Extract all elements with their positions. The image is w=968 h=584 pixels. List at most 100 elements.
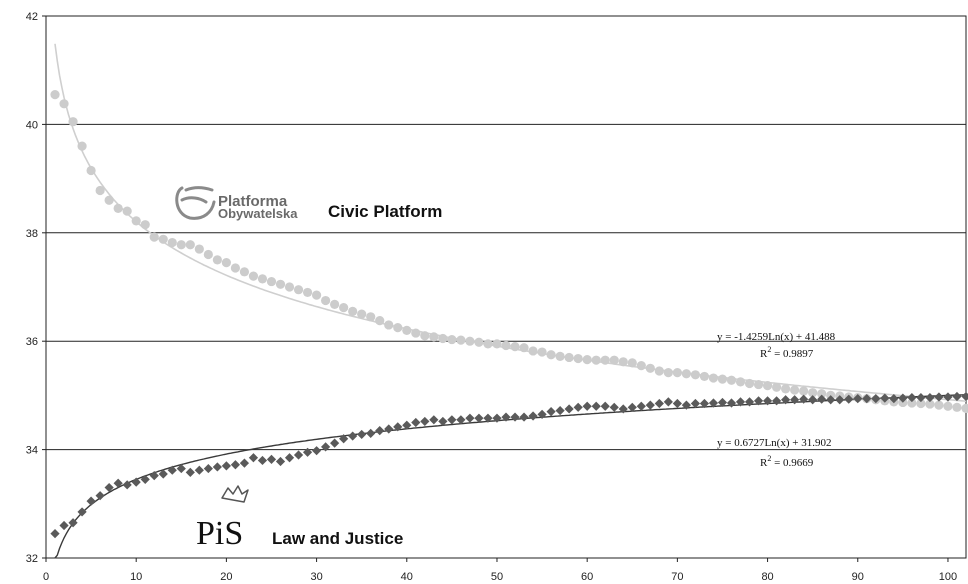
point-pis-18: [203, 463, 213, 474]
point-civic-79: [753, 379, 764, 390]
x-tick-label-70: 70: [671, 571, 683, 583]
point-pis-57: [555, 405, 565, 416]
point-pis-28: [293, 450, 304, 460]
point-pis-45: [447, 415, 457, 425]
point-civic-17: [194, 244, 204, 254]
data-points: [50, 89, 968, 539]
point-civic-12: [149, 232, 159, 242]
y-axis-ticks: 32 34 36 38 40 42: [26, 11, 46, 565]
point-civic-44: [438, 333, 448, 344]
point-civic-59: [573, 353, 583, 364]
point-pis-30: [311, 446, 322, 456]
pis-logo: PiS: [196, 485, 249, 552]
point-pis-98: [925, 392, 935, 403]
point-civic-81: [771, 382, 782, 392]
point-civic-74: [708, 373, 719, 383]
point-pis-95: [898, 393, 908, 403]
platforma-logo-line1: Platforma: [218, 193, 288, 210]
y-tick-label-32: 32: [26, 553, 38, 565]
point-civic-39: [393, 323, 403, 333]
trendline-1: [54, 394, 967, 559]
point-civic-71: [681, 369, 691, 379]
point-pis-39: [393, 422, 403, 432]
point-pis-102: [961, 391, 968, 402]
point-civic-72: [690, 370, 701, 380]
point-pis-22: [239, 458, 250, 468]
x-tick-label-20: 20: [220, 571, 232, 583]
point-civic-33: [339, 302, 349, 313]
point-pis-5: [86, 496, 96, 506]
point-pis-19: [212, 462, 222, 472]
point-civic-21: [230, 263, 241, 273]
platforma-logo-line2: Obywatelska: [218, 206, 298, 221]
point-civic-100: [943, 401, 953, 411]
point-pis-37: [375, 426, 385, 436]
eagle-icon: [221, 485, 249, 503]
point-pis-40: [402, 420, 412, 430]
point-pis-29: [302, 447, 313, 457]
point-civic-96: [907, 398, 917, 408]
point-pis-38: [384, 424, 394, 434]
point-civic-29: [302, 287, 313, 298]
point-civic-48: [474, 337, 484, 347]
point-pis-41: [411, 417, 421, 428]
horizontal-gridlines: [46, 123, 966, 451]
point-pis-70: [672, 398, 682, 409]
point-civic-26: [275, 279, 286, 289]
point-pis-76: [726, 398, 737, 408]
point-civic-49: [483, 339, 493, 349]
point-civic-2: [59, 99, 69, 109]
point-pis-51: [501, 412, 511, 422]
point-civic-25: [266, 276, 277, 287]
trendline-0: [54, 43, 967, 402]
point-civic-19: [212, 255, 222, 265]
point-pis-82: [781, 395, 791, 405]
point-pis-14: [167, 465, 177, 475]
point-pis-97: [916, 392, 926, 403]
point-civic-70: [672, 368, 682, 378]
civic-platform-label: Civic Platform: [328, 202, 442, 221]
point-pis-69: [663, 397, 673, 407]
point-pis-23: [248, 453, 259, 463]
point-pis-81: [771, 396, 782, 406]
x-tick-label-30: 30: [310, 571, 322, 583]
point-civic-97: [916, 398, 926, 409]
point-pis-34: [348, 431, 358, 441]
point-civic-37: [375, 316, 385, 326]
law-and-justice-label: Law and Justice: [272, 529, 403, 548]
point-pis-60: [582, 401, 592, 411]
point-civic-9: [122, 206, 132, 216]
point-civic-34: [348, 306, 358, 316]
civic-equation: y = -1.4259Ln(x) + 41.488: [717, 331, 836, 343]
point-civic-65: [627, 358, 637, 368]
plot-frame: [45, 15, 967, 559]
point-pis-62: [600, 401, 610, 411]
point-civic-27: [284, 282, 295, 292]
point-pis-54: [528, 411, 538, 421]
point-pis-13: [158, 469, 168, 479]
point-civic-18: [203, 249, 213, 260]
point-pis-90: [853, 394, 863, 404]
point-civic-86: [817, 389, 827, 399]
point-civic-30: [311, 290, 322, 300]
point-civic-46: [456, 335, 466, 345]
point-civic-8: [113, 203, 123, 214]
point-pis-58: [564, 404, 574, 414]
point-pis-88: [835, 395, 845, 405]
point-civic-58: [564, 352, 574, 363]
x-tick-label-80: 80: [761, 571, 773, 583]
point-civic-69: [663, 368, 673, 378]
point-pis-52: [510, 412, 520, 422]
point-civic-24: [257, 274, 268, 284]
point-civic-73: [699, 371, 710, 382]
point-civic-23: [248, 271, 259, 281]
point-civic-99: [934, 400, 944, 410]
point-pis-53: [519, 412, 529, 422]
point-pis-48: [474, 413, 484, 423]
point-pis-1: [50, 529, 60, 539]
y-tick-label-42: 42: [26, 11, 38, 23]
point-pis-96: [907, 392, 917, 403]
point-pis-77: [735, 397, 746, 407]
point-pis-56: [546, 407, 556, 417]
point-pis-71: [681, 400, 691, 410]
